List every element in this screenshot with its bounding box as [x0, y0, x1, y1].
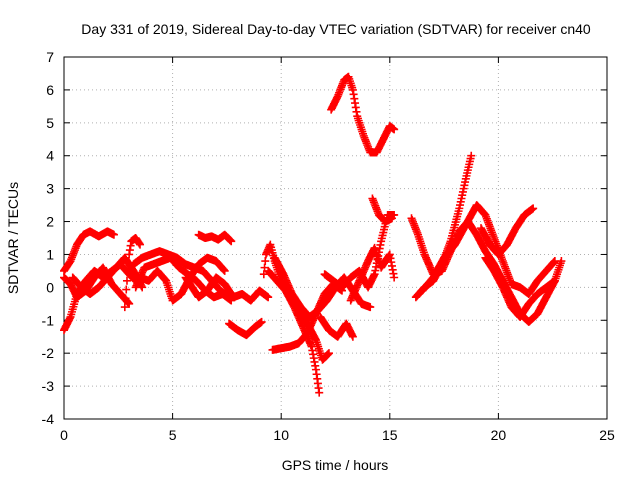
y-tick-label: 0 [46, 279, 54, 295]
data-point [550, 276, 559, 285]
data-point [125, 299, 134, 308]
data-point [348, 332, 357, 341]
series-s11 [225, 317, 266, 340]
data-point [390, 273, 399, 282]
data-point [122, 285, 131, 294]
series-s5 [120, 234, 145, 312]
x-axis-label: GPS time / hours [282, 457, 389, 473]
y-tick-label: 5 [46, 115, 54, 131]
x-tick-label: 0 [60, 427, 68, 443]
series-s16 [316, 312, 357, 341]
y-tick-label: -3 [42, 378, 55, 394]
data-point [387, 214, 396, 223]
x-tick-label: 5 [169, 427, 177, 443]
data-point [227, 237, 236, 246]
y-tick-label: 4 [46, 148, 54, 164]
y-tick-label: 2 [46, 214, 54, 230]
plot-frame [63, 56, 608, 420]
series-s25 [481, 253, 559, 321]
x-tick-label: 20 [491, 427, 507, 443]
y-tick-label: 7 [46, 49, 54, 65]
series-s15 [270, 253, 375, 321]
y-tick-label: -1 [42, 312, 55, 328]
data-point [109, 230, 118, 239]
series-s24 [477, 204, 538, 259]
y-axis-label: SDTVAR / TECUs [5, 182, 21, 294]
axis-ticks: 0 5 10 15 20 25 -4 -3 -2 -1 0 1 2 3 4 5 6 7 [42, 49, 615, 443]
series-s19 [346, 243, 399, 305]
data-point [136, 240, 145, 249]
data-point [122, 276, 131, 285]
x-tick-label: 25 [599, 427, 615, 443]
series-s9 [181, 273, 273, 305]
series-s8 [136, 253, 229, 305]
data-point [467, 151, 476, 160]
y-tick-label: -4 [42, 411, 55, 427]
data-point [264, 293, 273, 302]
series-s18 [327, 72, 399, 157]
data-point [550, 257, 559, 266]
data-points [60, 72, 566, 397]
data-point [529, 204, 538, 213]
series-s10 [194, 230, 236, 246]
data-point [123, 268, 132, 277]
series-s20 [368, 194, 396, 226]
y-tick-label: 6 [46, 82, 54, 98]
data-point [257, 317, 266, 326]
series-s2 [60, 227, 118, 275]
chart-title: Day 331 of 2019, Sidereal Day-to-day VTE… [81, 21, 591, 37]
y-tick-label: 3 [46, 181, 54, 197]
data-point [390, 125, 399, 134]
data-point [121, 294, 130, 303]
x-tick-label: 15 [382, 427, 398, 443]
series-s7 [131, 253, 236, 305]
y-tick-label: -2 [42, 345, 55, 361]
data-point [366, 303, 375, 312]
data-point [220, 266, 229, 275]
x-tick-label: 10 [273, 427, 289, 443]
grid-lines [64, 57, 607, 419]
y-tick-label: 1 [46, 246, 54, 262]
series-s23 [418, 201, 559, 298]
data-point [120, 303, 129, 312]
data-point [324, 349, 333, 358]
data-point [315, 388, 324, 397]
